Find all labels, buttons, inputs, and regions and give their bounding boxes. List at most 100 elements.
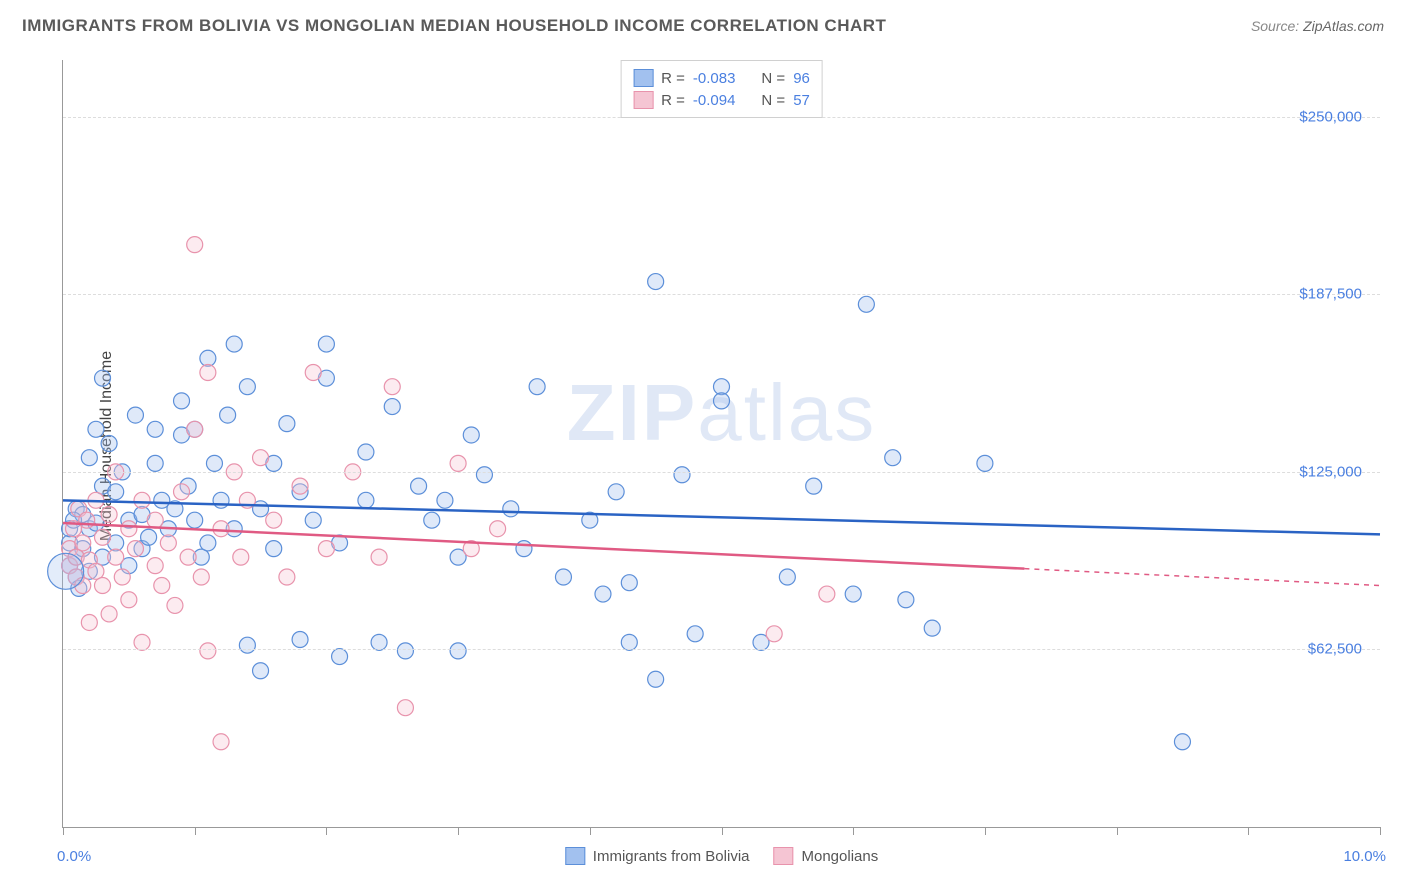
- n-value-mongolians: 57: [793, 92, 810, 109]
- gridline: [63, 472, 1380, 473]
- scatter-point: [200, 535, 216, 551]
- plot-area: ZIPatlas R = -0.083 N = 96 R = -0.094 N …: [62, 60, 1380, 828]
- scatter-point: [213, 492, 229, 508]
- scatter-point: [233, 549, 249, 565]
- x-min-label: 0.0%: [57, 848, 91, 865]
- scatter-point: [134, 634, 150, 650]
- scatter-point: [318, 541, 334, 557]
- scatter-point: [187, 512, 203, 528]
- scatter-point: [213, 521, 229, 537]
- legend-item-mongolians: Mongolians: [773, 847, 878, 865]
- scatter-point: [200, 643, 216, 659]
- scatter-point: [450, 455, 466, 471]
- r-value-mongolians: -0.094: [693, 92, 736, 109]
- scatter-point: [213, 734, 229, 750]
- scatter-point: [608, 484, 624, 500]
- scatter-point: [621, 634, 637, 650]
- scatter-point: [1174, 734, 1190, 750]
- scatter-point: [674, 467, 690, 483]
- scatter-point: [187, 421, 203, 437]
- swatch-bolivia: [633, 69, 653, 87]
- y-tick-label: $250,000: [1299, 108, 1362, 125]
- x-tick: [458, 827, 459, 835]
- scatter-point: [88, 421, 104, 437]
- scatter-point: [147, 455, 163, 471]
- scatter-point: [95, 578, 111, 594]
- source-label: Source:: [1251, 18, 1299, 34]
- scatter-point: [806, 478, 822, 494]
- scatter-point: [358, 492, 374, 508]
- scatter-point: [220, 407, 236, 423]
- scatter-point: [160, 535, 176, 551]
- scatter-point: [397, 700, 413, 716]
- legend-row-bolivia: R = -0.083 N = 96: [633, 67, 810, 89]
- scatter-point: [779, 569, 795, 585]
- scatter-point: [101, 507, 117, 523]
- scatter-point: [555, 569, 571, 585]
- scatter-point: [332, 649, 348, 665]
- source-value: ZipAtlas.com: [1303, 18, 1384, 34]
- x-tick: [1248, 827, 1249, 835]
- scatter-point: [147, 512, 163, 528]
- scatter-point: [463, 427, 479, 443]
- scatter-point: [318, 336, 334, 352]
- scatter-point: [766, 626, 782, 642]
- scatter-point: [371, 549, 387, 565]
- source-citation: Source: ZipAtlas.com: [1251, 18, 1384, 34]
- scatter-point: [437, 492, 453, 508]
- scatter-point: [266, 541, 282, 557]
- x-tick: [1380, 827, 1381, 835]
- x-tick: [590, 827, 591, 835]
- scatter-point: [114, 569, 130, 585]
- scatter-point: [885, 450, 901, 466]
- scatter-point: [95, 529, 111, 545]
- x-tick: [722, 827, 723, 835]
- scatter-point: [476, 467, 492, 483]
- scatter-point: [490, 521, 506, 537]
- legend-item-bolivia: Immigrants from Bolivia: [565, 847, 750, 865]
- scatter-point: [621, 575, 637, 591]
- scatter-point: [253, 450, 269, 466]
- scatter-point: [200, 350, 216, 366]
- scatter-point: [141, 529, 157, 545]
- r-value-bolivia: -0.083: [693, 70, 736, 87]
- x-tick: [63, 827, 64, 835]
- scatter-point: [127, 541, 143, 557]
- scatter-point: [648, 671, 664, 687]
- scatter-point: [95, 370, 111, 386]
- y-tick-label: $187,500: [1299, 286, 1362, 303]
- scatter-point: [174, 393, 190, 409]
- scatter-point: [206, 455, 222, 471]
- scatter-point: [81, 614, 97, 630]
- scatter-point: [858, 296, 874, 312]
- legend-row-mongolians: R = -0.094 N = 57: [633, 89, 810, 111]
- scatter-point: [253, 663, 269, 679]
- scatter-point: [101, 436, 117, 452]
- scatter-point: [279, 569, 295, 585]
- scatter-point: [924, 620, 940, 636]
- scatter-point-large: [48, 553, 84, 589]
- scatter-point: [424, 512, 440, 528]
- x-max-label: 10.0%: [1343, 848, 1386, 865]
- scatter-point: [371, 634, 387, 650]
- scatter-point: [503, 501, 519, 517]
- scatter-point: [411, 478, 427, 494]
- scatter-point: [819, 586, 835, 602]
- scatter-point: [516, 541, 532, 557]
- swatch-mongolians: [633, 91, 653, 109]
- n-value-bolivia: 96: [793, 70, 810, 87]
- scatter-point: [384, 399, 400, 415]
- scatter-point: [88, 563, 104, 579]
- scatter-point: [180, 549, 196, 565]
- scatter-point: [81, 450, 97, 466]
- scatter-point: [279, 416, 295, 432]
- scatter-point: [108, 549, 124, 565]
- scatter-point: [292, 632, 308, 648]
- scatter-point: [714, 393, 730, 409]
- trend-line-dashed: [1024, 569, 1380, 586]
- y-tick-label: $125,000: [1299, 463, 1362, 480]
- scatter-point: [305, 364, 321, 380]
- scatter-point: [239, 637, 255, 653]
- x-tick: [326, 827, 327, 835]
- scatter-point: [305, 512, 321, 528]
